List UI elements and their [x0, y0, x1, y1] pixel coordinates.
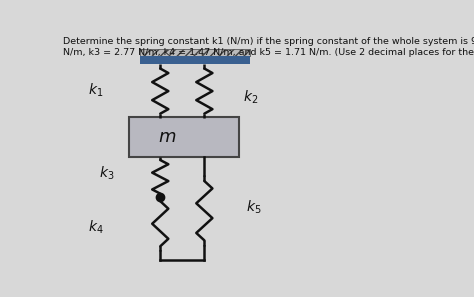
Text: Determine the spring constant k1 (N/m) if the spring constant of the whole syste: Determine the spring constant k1 (N/m) i…: [63, 37, 474, 57]
Text: $m$: $m$: [158, 128, 177, 146]
Text: $k_4$: $k_4$: [88, 219, 104, 236]
Bar: [129, 117, 239, 157]
Bar: [140, 56, 250, 64]
Bar: [140, 49, 250, 56]
Text: $k_1$: $k_1$: [88, 82, 104, 99]
Text: $k_3$: $k_3$: [99, 164, 115, 181]
Text: $k_5$: $k_5$: [246, 198, 262, 216]
Text: $k_2$: $k_2$: [243, 89, 258, 106]
